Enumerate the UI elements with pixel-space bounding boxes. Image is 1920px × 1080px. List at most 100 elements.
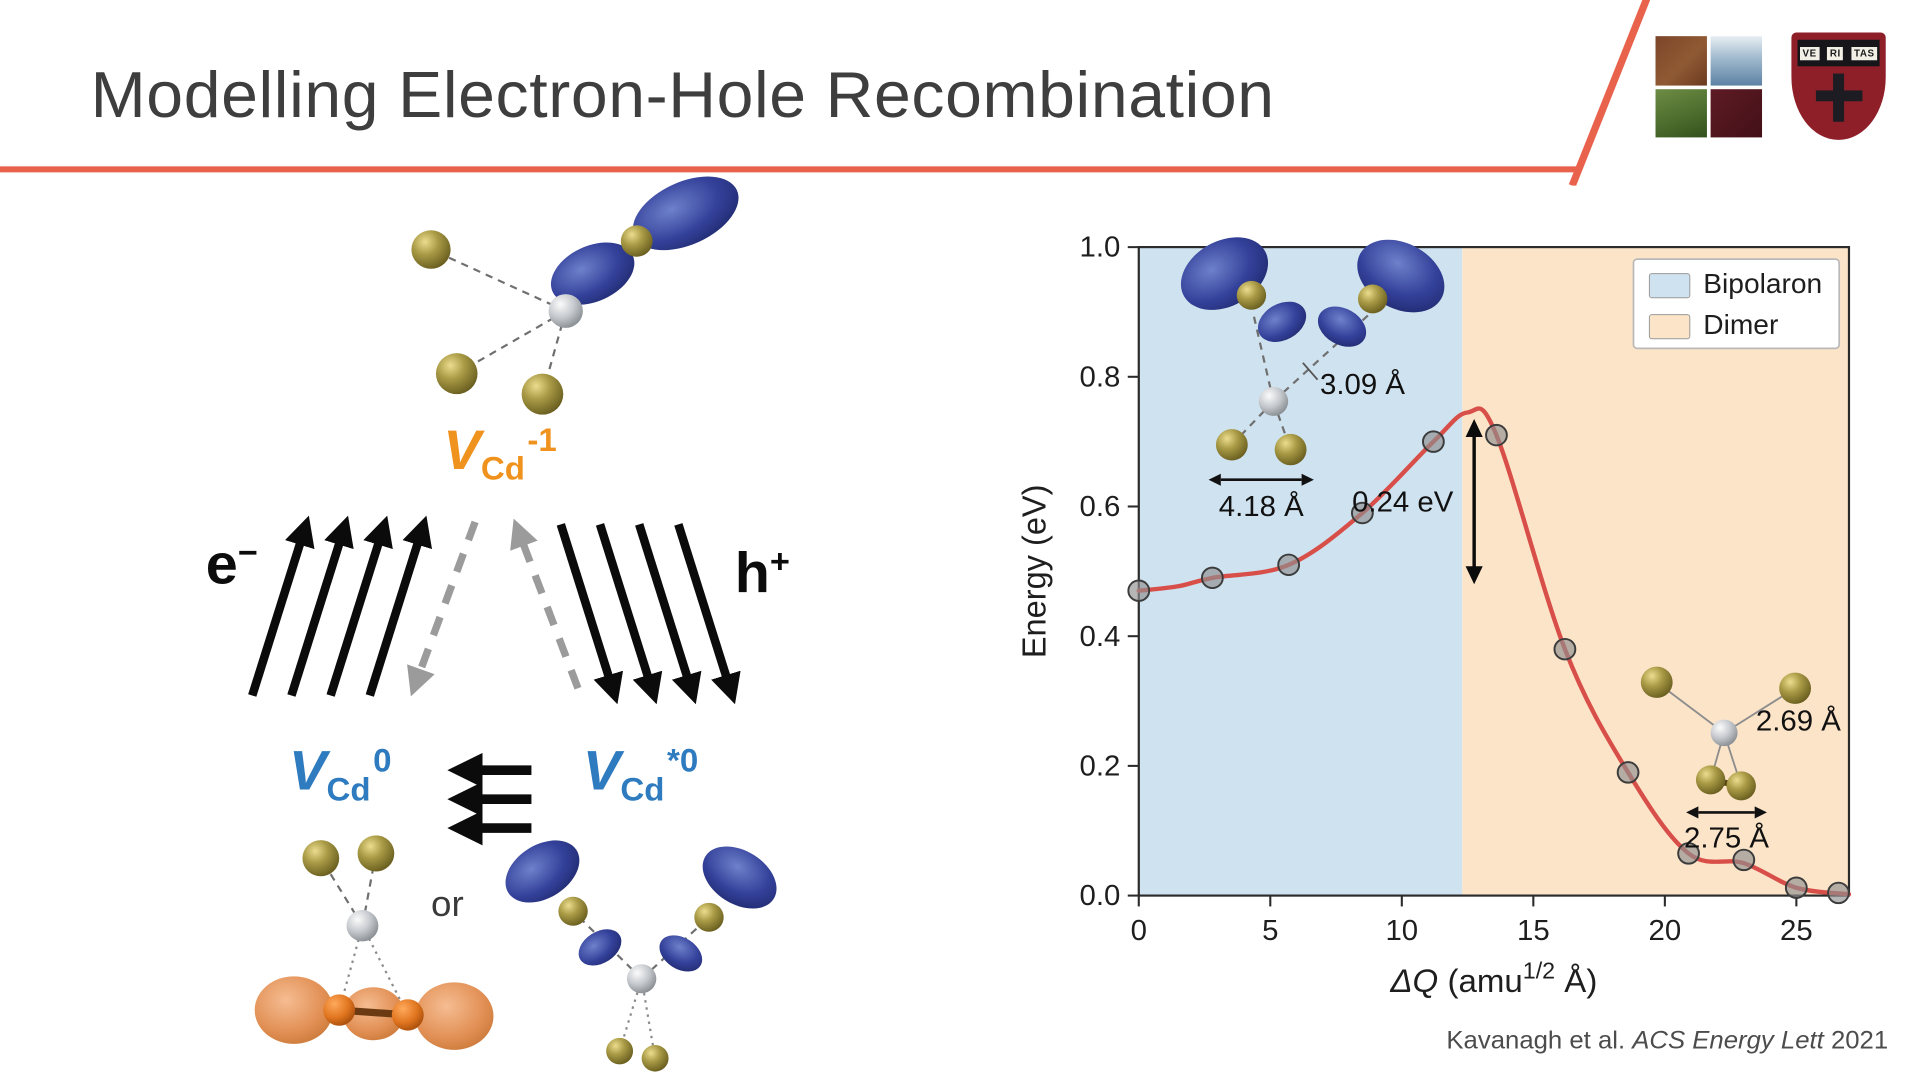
te-atom bbox=[521, 373, 564, 415]
vcd-star0-label: VCd*0 bbox=[582, 738, 699, 808]
bipolaron-molecule bbox=[505, 840, 777, 1072]
crest-cross-horizontal bbox=[1815, 90, 1862, 102]
te-dimer-atom bbox=[391, 999, 424, 1031]
x-tick-label: 25 bbox=[1780, 915, 1813, 947]
te-atom bbox=[641, 1045, 669, 1072]
hole-label: h+ bbox=[734, 540, 790, 604]
bipolaron-distance-label: 4.18 Å bbox=[1219, 490, 1304, 523]
y-tick-label: 0.8 bbox=[1080, 362, 1121, 394]
vacancy-site bbox=[346, 910, 379, 942]
legend-label-bipolaron: Bipolaron bbox=[1703, 268, 1822, 299]
te-atom bbox=[1779, 672, 1812, 704]
y-tick-label: 0.4 bbox=[1080, 621, 1121, 653]
data-point bbox=[1553, 637, 1577, 661]
electron-capture-arrows bbox=[248, 515, 433, 697]
dimer-bond-label: 2.75 Å bbox=[1684, 822, 1769, 855]
te-atom bbox=[1640, 666, 1673, 698]
te-dimer-atom bbox=[1726, 771, 1756, 801]
legend-swatch-dimer bbox=[1648, 314, 1691, 340]
vcd-minus1-label: VCd-1 bbox=[443, 418, 557, 487]
barrier-arrowhead-bottom bbox=[1465, 566, 1483, 585]
dimer-polaron-molecule bbox=[254, 835, 494, 1050]
legend-label-dimer: Dimer bbox=[1703, 309, 1778, 340]
data-point bbox=[1784, 876, 1808, 899]
veritas-text-2: RI bbox=[1827, 46, 1844, 60]
y-tick-label: 0.2 bbox=[1080, 751, 1121, 783]
region-bipolaron bbox=[1138, 247, 1463, 896]
vcd-0-label: VCd0 bbox=[288, 738, 392, 808]
data-point bbox=[1200, 566, 1224, 590]
polaron-orbital-lobe bbox=[659, 935, 703, 972]
te-atom bbox=[435, 353, 478, 395]
legend-swatch-bipolaron bbox=[1648, 273, 1691, 299]
barrier-arrowhead-top bbox=[1465, 418, 1483, 438]
veritas-band: VE RI TAS bbox=[1797, 39, 1880, 67]
te-atom bbox=[302, 840, 340, 877]
energy-chart: 0.0 0.2 0.4 0.6 0.8 1.0 0 5 10 15 20 25 Energy (eV) Δ… bbox=[1015, 232, 1852, 999]
bipolaron-bond-length-label: 3.09 Å bbox=[1320, 368, 1405, 401]
university-shield-logo bbox=[1655, 36, 1763, 138]
te-atom bbox=[1215, 429, 1248, 461]
data-point bbox=[1732, 848, 1756, 872]
hole-polaron-lobe bbox=[254, 976, 334, 1044]
arrowhead bbox=[1208, 473, 1221, 486]
te-atom bbox=[1274, 433, 1307, 466]
x-tick-label: 20 bbox=[1649, 915, 1682, 947]
recombination-diagram bbox=[248, 176, 777, 1072]
citation-journal: ACS Energy Lett bbox=[1632, 1026, 1824, 1055]
emission-arrows bbox=[407, 518, 582, 697]
vacancy-site bbox=[626, 964, 657, 994]
dimer-inset: 2.69 Å 2.75 Å bbox=[1640, 666, 1841, 855]
polaron-orbital-lobe bbox=[505, 840, 580, 903]
page-title: Modelling Electron-Hole Recombination bbox=[90, 59, 1275, 132]
diagonal-accent-line bbox=[1568, 0, 1651, 186]
polaron-orbital-lobe bbox=[632, 176, 739, 251]
bipolaron-inset: 3.09 Å 4.18 Å bbox=[1180, 237, 1445, 523]
arrowhead bbox=[1686, 806, 1699, 819]
x-tick-label: 15 bbox=[1517, 915, 1550, 947]
chart-plot-layer: 0.0 0.2 0.4 0.6 0.8 1.0 0 5 10 15 20 25 Energy (eV) Δ… bbox=[1015, 232, 1852, 999]
y-axis-label: Energy (eV) bbox=[1015, 485, 1052, 659]
dimer-upper-bond-label: 2.69 Å bbox=[1756, 705, 1841, 738]
negative-vacancy-molecule bbox=[411, 176, 739, 415]
x-tick-label: 5 bbox=[1262, 915, 1278, 947]
y-tick-label: 0.0 bbox=[1080, 880, 1121, 912]
y-tick-label: 1.0 bbox=[1080, 232, 1121, 264]
arrowhead bbox=[1754, 806, 1767, 819]
x-tick-label: 0 bbox=[1131, 915, 1147, 947]
polaron-orbital-lobe bbox=[1257, 301, 1307, 342]
veritas-text-1: VE bbox=[1800, 46, 1820, 60]
te-dimer-atom bbox=[323, 994, 356, 1026]
arrowhead bbox=[1301, 473, 1314, 486]
plot-frame bbox=[1137, 246, 1851, 897]
data-point bbox=[1127, 579, 1151, 602]
region-dimer bbox=[1462, 247, 1849, 896]
shield-quadrant-topright bbox=[1710, 36, 1763, 85]
veritas-text-3: TAS bbox=[1851, 46, 1878, 60]
vcd-minus1-symbol: V bbox=[443, 418, 481, 481]
polaron-orbital-lobe bbox=[550, 242, 635, 305]
vacancy-site bbox=[1258, 386, 1289, 416]
hole-capture-arrows bbox=[556, 523, 741, 705]
polaron-orbital-lobe bbox=[702, 846, 777, 909]
te-atom bbox=[620, 225, 653, 257]
citation-authors: Kavanagh et al. bbox=[1446, 1026, 1633, 1055]
polaron-orbital-lobe bbox=[1317, 306, 1367, 347]
te-atom bbox=[606, 1037, 634, 1065]
te-atom bbox=[1236, 280, 1267, 310]
citation: Kavanagh et al. ACS Energy Lett 2021 bbox=[1446, 1027, 1888, 1056]
x-axis-label: ΔQ (amu1/2 Å) bbox=[1389, 958, 1597, 999]
te-dimer-atom bbox=[1695, 765, 1726, 795]
te-atom bbox=[694, 902, 724, 932]
vacancy-site bbox=[548, 294, 583, 328]
te-atom bbox=[558, 896, 588, 926]
data-point bbox=[1485, 423, 1508, 447]
x-tick-label: 10 bbox=[1385, 915, 1418, 947]
hole-polaron-lobe bbox=[415, 982, 494, 1050]
te-atom bbox=[411, 230, 451, 269]
title-underline bbox=[0, 166, 1578, 173]
te-atom bbox=[357, 835, 395, 872]
te-atom bbox=[1357, 284, 1388, 314]
